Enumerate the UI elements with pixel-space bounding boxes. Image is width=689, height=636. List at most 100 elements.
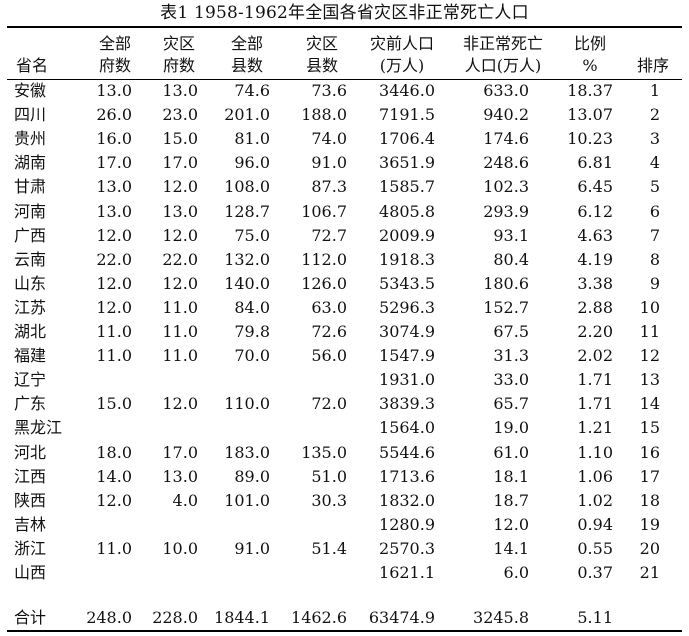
table-row: 陕西 12.0 4.0 101.0 30.3 1832.0 18.7 1.02 18 [0,491,689,515]
header-dead: 非正常死亡人口(万人) [455,33,551,77]
cell-name: 山东 [14,274,47,293]
cell-xz: 51.0 [311,467,347,486]
header-pop: 灾前人口 (万人) [360,33,444,77]
cell-rat: 2.88 [577,298,613,317]
cell-xu: 89.0 [234,467,270,486]
cell-rank: 18 [639,491,660,510]
cell-dead: 3245.8 [473,608,529,627]
cell-rank: 5 [649,177,660,196]
cell-xu: 84.0 [234,298,270,317]
header-xu: 全部 县数 [222,33,272,77]
cell-xz: 30.3 [311,491,347,510]
cell-dead: 633.0 [483,81,529,100]
cell-xz: 72.0 [311,394,347,413]
cell-pop: 3839.3 [379,394,435,413]
header-rank-line: 排序 [636,56,669,75]
table-row: 湖南 17.0 17.0 96.0 91.0 3651.9 248.6 6.81 4 [0,153,689,177]
table-row: 广东 15.0 12.0 110.0 72.0 3839.3 65.7 1.71 14 [0,394,689,418]
header-dead-line: 非正常死亡 [462,34,543,53]
table-row: 河南 13.0 13.0 128.7 106.7 4805.8 293.9 6.12 6 [0,202,689,226]
cell-dead: 19.0 [493,418,529,437]
header-fz-line: 灾区 [162,34,195,53]
cell-xz: 91.0 [311,153,347,172]
cell-dead: 12.0 [493,515,529,534]
cell-pop: 3651.9 [379,153,435,172]
cell-dead: 31.3 [493,346,529,365]
cell-xu: 108.0 [224,177,270,196]
cell-fz: 23.0 [162,105,198,124]
cell-fu: 16.0 [96,129,132,148]
cell-pop: 63474.9 [368,608,435,627]
cell-fu: 11.0 [96,539,132,558]
cell-pop: 5296.3 [379,298,435,317]
header-name-line [16,33,76,55]
cell-xu: 75.0 [234,226,270,245]
cell-rank: 21 [639,563,660,582]
cell-fu: 22.0 [96,250,132,269]
cell-rat: 0.94 [577,515,613,534]
cell-fu: 15.0 [96,394,132,413]
cell-dead: 61.0 [493,443,529,462]
cell-dead: 14.1 [493,539,529,558]
cell-pop: 2009.9 [379,226,435,245]
cell-rat: 2.20 [577,322,613,341]
cell-fu: 14.0 [96,467,132,486]
cell-rank: 17 [639,467,660,486]
cell-fu: 248.0 [86,608,132,627]
cell-name: 辽宁 [14,370,47,389]
cell-fz: 11.0 [162,298,198,317]
cell-rank: 1 [649,81,660,100]
table-row: 浙江 11.0 10.0 91.0 51.4 2570.3 14.1 0.55 20 [0,539,689,563]
cell-xu: 79.8 [234,322,270,341]
cell-dead: 67.5 [493,322,529,341]
cell-xz: 1462.6 [291,608,347,627]
cell-pop: 1547.9 [379,346,435,365]
cell-rat: 1.10 [577,443,613,462]
header-rat: 比例% [562,33,618,77]
header-fu-line: 全部 [98,34,131,53]
cell-name: 合计 [14,608,47,627]
table-row: 河北 18.0 17.0 183.0 135.0 5544.6 61.0 1.10 16 [0,443,689,467]
table-row: 安徽 13.0 13.0 74.6 73.6 3446.0 633.0 18.37 1 [0,81,689,105]
cell-fu: 12.0 [96,274,132,293]
cell-xz: 135.0 [301,443,347,462]
header-dead-line: 人口(万人) [464,56,542,75]
header-name-line: 省名 [16,56,49,75]
cell-fz: 17.0 [162,153,198,172]
cell-rat: 2.02 [577,346,613,365]
header-fu: 全部 府数 [90,33,140,77]
cell-fu: 11.0 [96,346,132,365]
cell-rat: 6.12 [577,202,613,221]
cell-fu: 17.0 [96,153,132,172]
cell-fu: 13.0 [96,177,132,196]
cell-xu: 132.0 [224,250,270,269]
cell-name: 甘肃 [14,177,47,196]
cell-name: 湖南 [14,153,47,172]
cell-fz: 11.0 [162,322,198,341]
cell-dead: 940.2 [483,105,529,124]
cell-fz: 10.0 [162,539,198,558]
cell-rank: 12 [639,346,660,365]
cell-xu: 140.0 [224,274,270,293]
cell-pop: 5343.5 [379,274,435,293]
header-fu-line: 府数 [98,56,131,75]
table-row: 黑龙江 1564.0 19.0 1.21 15 [0,418,689,442]
header-xu-line: 县数 [230,56,263,75]
cell-rat: 1.71 [577,394,613,413]
table-row: 广西 12.0 12.0 75.0 72.7 2009.9 93.1 4.63 7 [0,226,689,250]
header-pop-line: 灾前人口 [369,34,434,53]
cell-fu: 13.0 [96,81,132,100]
cell-name: 江苏 [14,298,47,317]
cell-pop: 5544.6 [379,443,435,462]
table-row: 吉林 1280.9 12.0 0.94 19 [0,515,689,539]
cell-pop: 7191.5 [379,105,435,124]
cell-fu: 12.0 [96,226,132,245]
cell-name: 河南 [14,202,47,221]
cell-xz: 56.0 [311,346,347,365]
table-row: 贵州 16.0 15.0 81.0 74.0 1706.4 174.6 10.23 3 [0,129,689,153]
cell-fz: 228.0 [152,608,198,627]
cell-xz: 87.3 [311,177,347,196]
cell-rat: 5.11 [577,608,613,627]
cell-pop: 3446.0 [379,81,435,100]
cell-rat: 4.63 [577,226,613,245]
